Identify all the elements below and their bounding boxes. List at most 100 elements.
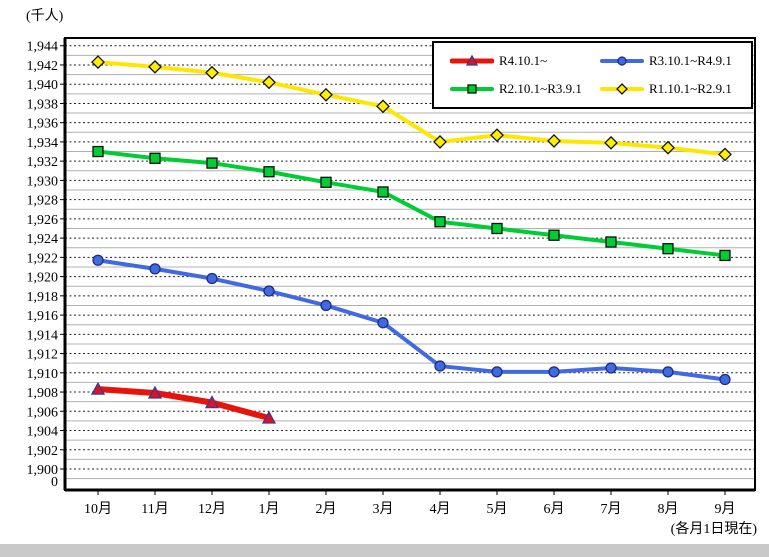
data-point-triangle-marker xyxy=(261,410,277,424)
legend-key-green-square-icon xyxy=(450,82,494,96)
data-point-circle-marker xyxy=(92,254,104,266)
y-tick-label: 1,944 xyxy=(27,40,59,55)
data-point-circle-marker xyxy=(149,263,161,275)
data-point-diamond-marker xyxy=(262,75,276,90)
data-point-diamond-marker xyxy=(91,55,105,69)
y-zero-label: 0 xyxy=(51,475,58,490)
x-tick-label: 7月 xyxy=(601,501,622,517)
legend-sample-svg xyxy=(600,56,644,66)
legend-sample-svg xyxy=(600,83,644,95)
legend-item-r1: R1.10.1~R2.9.1 xyxy=(600,81,745,97)
data-point-circle-marker xyxy=(320,299,332,312)
y-tick-label: 1,924 xyxy=(27,232,59,247)
y-tick-label: 1,936 xyxy=(27,117,59,132)
data-point-circle-marker xyxy=(377,317,389,329)
y-tick-label: 1,902 xyxy=(27,444,59,459)
series-R4.10.1~ xyxy=(90,381,277,424)
x-tick-label: 5月 xyxy=(487,501,508,517)
y-tick-label: 1,928 xyxy=(27,194,59,209)
y-tick-label: 1,912 xyxy=(27,348,59,363)
legend-key-blue-circle-icon xyxy=(600,54,644,68)
x-tick-label: 1月 xyxy=(259,501,280,517)
data-point-square-marker xyxy=(605,236,617,248)
series-line xyxy=(96,60,727,157)
data-point-square-marker xyxy=(467,84,477,94)
x-tick-label: 2月 xyxy=(316,501,337,517)
y-tick-label: 1,910 xyxy=(27,367,59,382)
y-tick-label: 1,932 xyxy=(27,155,59,170)
data-point-circle-marker xyxy=(206,272,218,285)
data-point-diamond-marker xyxy=(433,135,447,149)
x-tick-label: 11月 xyxy=(141,501,168,517)
data-point-circle-marker xyxy=(491,366,503,378)
data-point-square-marker xyxy=(320,176,332,188)
y-tick-label: 1,942 xyxy=(27,59,59,74)
legend-item-r2: R2.10.1~R3.9.1 xyxy=(450,81,600,97)
y-tick-label: 1,934 xyxy=(27,136,59,151)
data-point-square-marker xyxy=(92,145,104,158)
legend-key-yellow-diamond-icon xyxy=(600,82,644,96)
series-R1.10.1~R2.9.1 xyxy=(91,55,732,162)
y-tick-label: 1,908 xyxy=(27,386,59,401)
data-point-circle-marker xyxy=(605,362,617,374)
legend-label-r2: R2.10.1~R3.9.1 xyxy=(499,81,582,96)
x-tick-label: 3月 xyxy=(373,501,394,517)
data-point-diamond-marker xyxy=(604,135,618,150)
data-point-square-marker xyxy=(377,186,389,198)
legend-label-r3: R3.10.1~R4.9.1 xyxy=(649,53,732,68)
y-tick-label: 1,940 xyxy=(27,78,59,93)
chart-legend: R4.10.1~ R3.10.1~R4.9.1 R2.10.1~R3.9.1 R… xyxy=(432,41,753,109)
data-point-triangle-marker xyxy=(90,381,106,395)
x-tick-label: 10月 xyxy=(84,501,112,517)
data-point-square-marker xyxy=(548,229,560,241)
series-R3.10.1~R4.9.1 xyxy=(92,254,731,386)
data-point-square-marker xyxy=(434,216,446,228)
data-point-square-marker xyxy=(719,249,731,262)
data-point-triangle-marker xyxy=(465,54,479,66)
series-R2.10.1~R3.9.1 xyxy=(92,145,731,262)
y-tick-label: 1,922 xyxy=(27,251,59,266)
data-point-square-marker xyxy=(491,222,503,235)
data-point-square-marker xyxy=(206,157,218,169)
y-tick-label: 1,900 xyxy=(27,463,59,478)
data-point-square-marker xyxy=(263,166,275,178)
data-point-diamond-marker xyxy=(661,140,675,155)
data-point-diamond-marker xyxy=(148,59,162,74)
x-tick-label: 12月 xyxy=(198,501,226,517)
axis-date-footnote: (各月1日現在) xyxy=(670,522,757,537)
data-point-circle-marker xyxy=(434,360,446,372)
y-tick-label: 1,914 xyxy=(27,328,59,343)
data-point-triangle-marker xyxy=(204,395,220,409)
data-point-diamond-marker xyxy=(616,83,628,95)
data-point-diamond-marker xyxy=(376,99,390,114)
data-point-circle-marker xyxy=(662,366,674,378)
legend-label-r4: R4.10.1~ xyxy=(499,53,548,68)
data-point-square-marker xyxy=(149,152,161,164)
legend-item-r4: R4.10.1~ xyxy=(449,53,600,69)
y-tick-label: 1,918 xyxy=(27,290,59,305)
y-tick-label: 1,906 xyxy=(27,405,59,420)
y-tick-label: 1,920 xyxy=(27,271,59,286)
series-line xyxy=(96,258,727,382)
y-axis-unit-label: (千人) xyxy=(26,9,64,24)
data-point-diamond-marker xyxy=(205,65,219,80)
legend-sample-svg xyxy=(449,54,495,66)
y-tick-label: 1,916 xyxy=(27,309,59,324)
data-point-circle-marker xyxy=(548,366,560,378)
legend-item-r3: R3.10.1~R4.9.1 xyxy=(600,53,745,69)
series-line xyxy=(96,149,727,258)
y-tick-label: 1,904 xyxy=(27,425,59,440)
data-point-diamond-marker xyxy=(547,134,561,148)
data-point-triangle-marker xyxy=(147,385,163,399)
data-point-circle-marker xyxy=(617,56,627,66)
window-bottom-edge xyxy=(0,544,769,557)
y-tick-label: 1,926 xyxy=(27,213,59,228)
x-tick-label: 8月 xyxy=(658,501,679,517)
data-point-circle-marker xyxy=(263,285,275,297)
data-point-diamond-marker xyxy=(319,87,333,102)
data-point-circle-marker xyxy=(719,373,731,386)
y-tick-label: 1,930 xyxy=(27,174,59,189)
series-line xyxy=(95,386,272,422)
